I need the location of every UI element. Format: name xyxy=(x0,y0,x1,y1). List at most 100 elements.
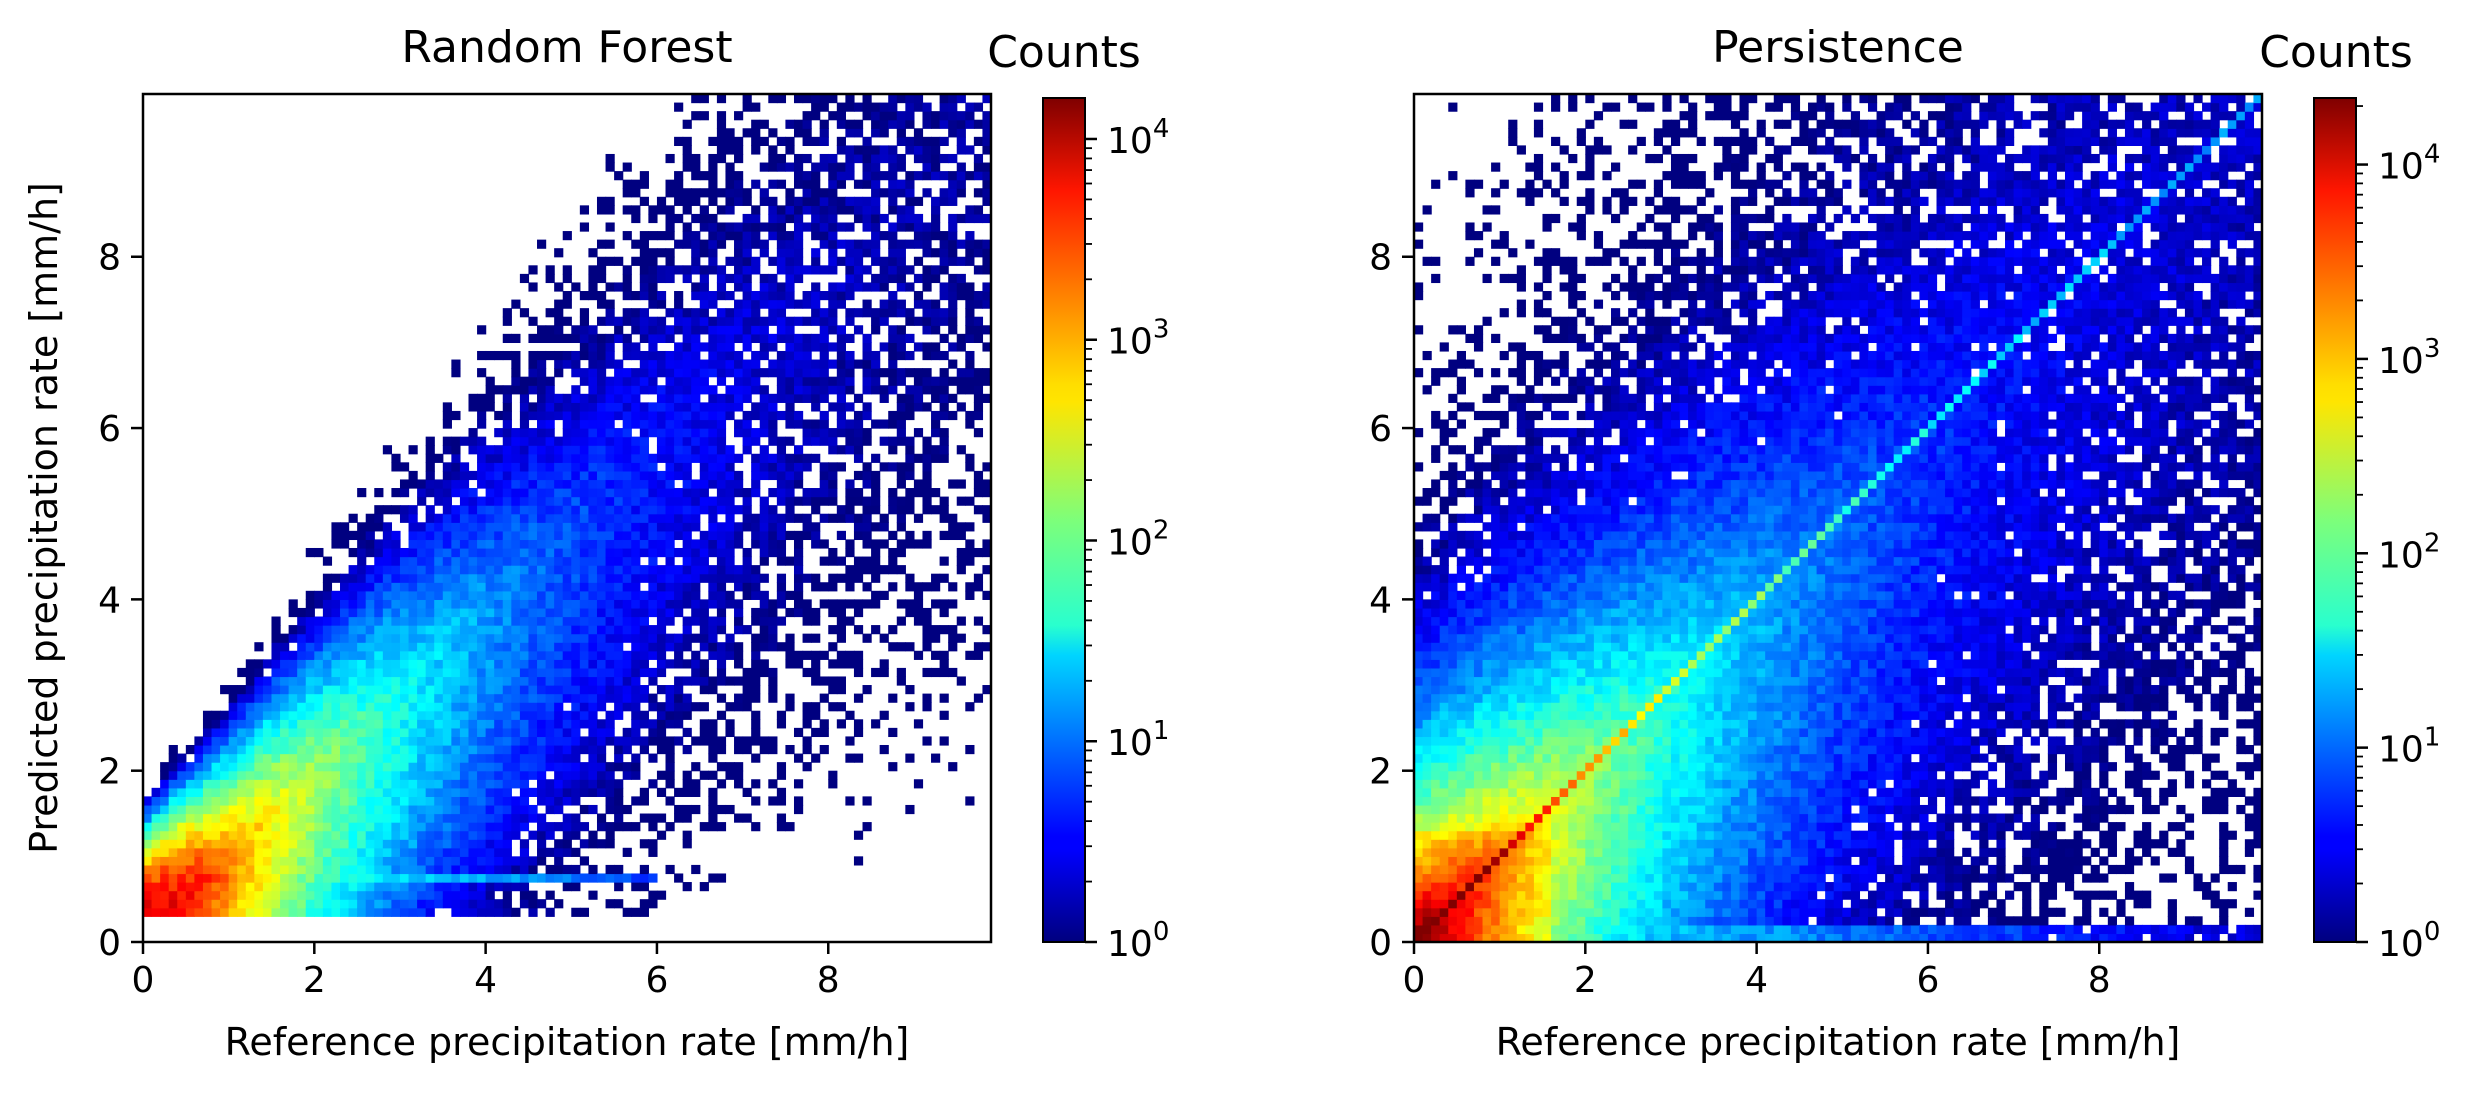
heatmap-cell xyxy=(425,813,435,823)
heatmap-cell xyxy=(596,736,607,746)
heatmap-cell xyxy=(862,410,872,421)
heatmap-cell xyxy=(674,410,684,421)
heatmap-cell xyxy=(442,582,452,592)
heatmap-cell xyxy=(579,770,590,780)
heatmap-cell xyxy=(545,496,555,506)
heatmap-cell xyxy=(485,556,495,566)
heatmap-cell xyxy=(348,659,358,669)
heatmap-cell xyxy=(168,762,178,772)
heatmap-cell xyxy=(365,882,375,892)
heatmap-cell xyxy=(905,470,915,481)
heatmap-cell xyxy=(579,205,590,215)
heatmap-cell xyxy=(922,479,932,489)
heatmap-cell xyxy=(399,907,410,917)
heatmap-cell xyxy=(871,179,881,189)
heatmap-cell xyxy=(434,804,444,815)
heatmap-cell xyxy=(228,693,238,703)
heatmap-cell xyxy=(511,436,521,446)
heatmap-cell xyxy=(614,753,624,763)
heatmap-cell xyxy=(382,590,393,600)
heatmap-cell xyxy=(494,633,504,643)
heatmap-cell xyxy=(699,685,709,695)
heatmap-cell xyxy=(776,470,787,481)
heatmap-cell xyxy=(845,505,855,515)
heatmap-cell xyxy=(588,342,598,352)
heatmap-cell xyxy=(639,248,649,258)
heatmap-cell xyxy=(965,171,975,181)
heatmap-cell xyxy=(511,736,521,746)
heatmap-cell xyxy=(477,625,487,635)
heatmap-cell xyxy=(939,599,949,609)
heatmap-cell xyxy=(811,393,821,403)
heatmap-cell xyxy=(502,804,512,815)
heatmap-cell xyxy=(802,393,812,403)
heatmap-cell xyxy=(459,702,470,712)
heatmap-cell xyxy=(425,796,435,806)
heatmap-cell xyxy=(262,873,273,883)
heatmap-cell xyxy=(365,685,375,695)
heatmap-cell xyxy=(442,667,452,678)
heatmap-cell xyxy=(802,522,812,532)
heatmap-cell xyxy=(682,547,692,558)
heatmap-cell xyxy=(1422,667,1432,678)
heatmap-cell xyxy=(254,736,264,746)
heatmap-cell xyxy=(571,488,581,498)
heatmap-cell xyxy=(502,736,512,746)
heatmap-cell xyxy=(442,770,452,780)
heatmap-cell xyxy=(459,753,470,763)
heatmap-cell xyxy=(537,453,547,463)
heatmap-cell xyxy=(605,282,615,292)
heatmap-cell xyxy=(793,496,804,506)
heatmap-cell xyxy=(973,470,984,481)
heatmap-cell xyxy=(254,882,264,892)
heatmap-cell xyxy=(836,393,846,403)
heatmap-cell xyxy=(562,419,572,429)
heatmap-cell xyxy=(725,410,735,421)
heatmap-cell xyxy=(811,650,821,660)
heatmap-cell xyxy=(185,882,195,892)
heatmap-cell xyxy=(425,573,435,583)
heatmap-cell xyxy=(528,479,538,489)
heatmap-cell xyxy=(194,856,204,866)
heatmap-cell xyxy=(391,847,401,857)
heatmap-cell xyxy=(391,856,401,866)
heatmap-cell xyxy=(254,659,264,669)
heatmap-cell xyxy=(348,582,358,592)
heatmap-cell xyxy=(1414,693,1424,703)
heatmap-cell xyxy=(305,899,315,909)
heatmap-cell xyxy=(477,719,487,729)
heatmap-cell xyxy=(485,882,495,892)
heatmap-cell xyxy=(614,573,624,583)
heatmap-cell xyxy=(622,462,632,472)
heatmap-cell xyxy=(425,882,435,892)
heatmap-cell xyxy=(1439,873,1449,883)
heatmap-cell xyxy=(511,496,521,506)
heatmap-cell xyxy=(1414,787,1424,797)
heatmap-cell xyxy=(776,719,787,729)
heatmap-cell xyxy=(853,145,864,155)
heatmap-cell xyxy=(614,882,624,892)
heatmap-cell xyxy=(793,590,804,600)
heatmap-cell xyxy=(1431,710,1441,720)
heatmap-cell xyxy=(716,710,727,720)
heatmap-cell xyxy=(537,376,547,386)
heatmap-cell xyxy=(708,342,718,352)
heatmap-cell xyxy=(648,702,658,712)
heatmap-cell xyxy=(554,676,564,686)
heatmap-cell xyxy=(734,770,744,780)
heatmap-cell xyxy=(982,479,992,489)
heatmap-cell xyxy=(605,736,615,746)
heatmap-cell xyxy=(417,804,427,815)
heatmap-cell xyxy=(922,445,932,455)
heatmap-cell xyxy=(605,410,615,421)
heatmap-cell xyxy=(348,599,358,609)
heatmap-cell xyxy=(1422,710,1432,720)
heatmap-cell xyxy=(228,873,238,883)
heatmap-cell xyxy=(459,873,470,883)
heatmap-cell xyxy=(579,316,590,326)
heatmap-cell xyxy=(588,513,598,523)
heatmap-cell xyxy=(819,376,829,386)
heatmap-cell xyxy=(511,453,521,463)
heatmap-cell xyxy=(1414,933,1424,943)
